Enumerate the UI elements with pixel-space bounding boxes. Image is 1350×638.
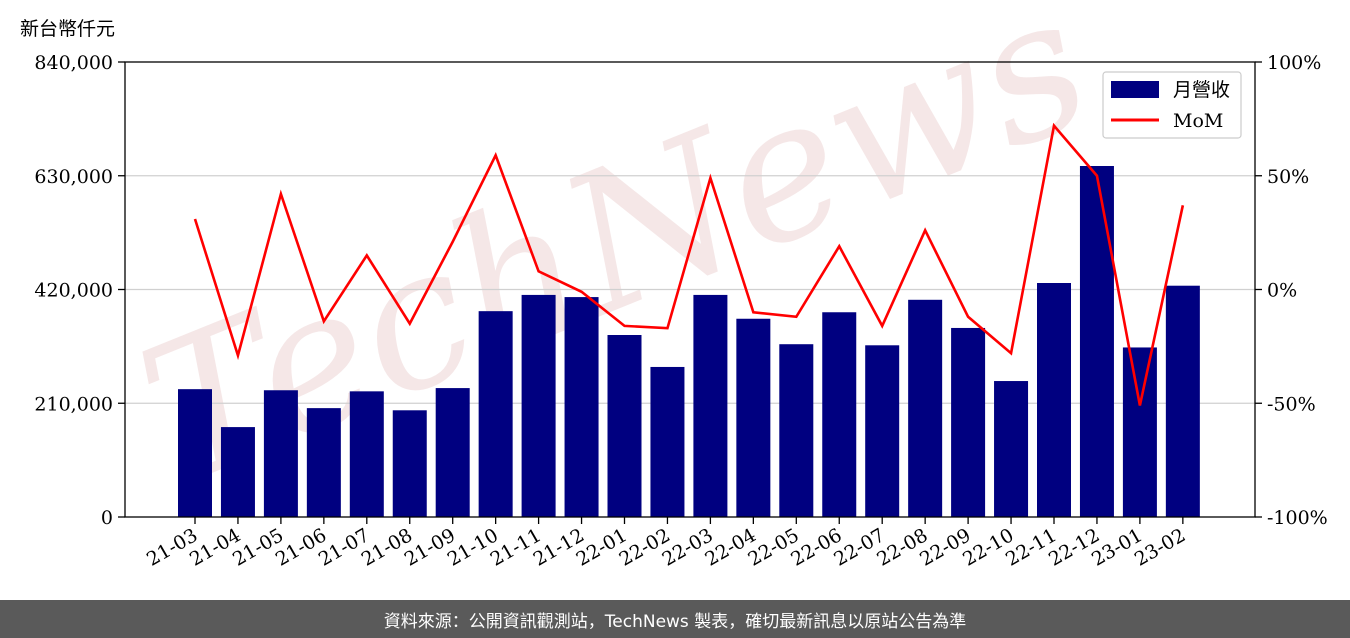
bar-21-10 (478, 311, 513, 517)
bar-21-11 (521, 294, 556, 517)
legend-label-mom: MoM (1173, 110, 1223, 132)
bar-21-03 (178, 389, 212, 517)
bar-22-07 (865, 345, 900, 517)
bar-22-02 (650, 366, 685, 517)
y-left-tick-label: 420,000 (34, 280, 113, 302)
y-right-tick-label: 0% (1267, 280, 1297, 302)
line-layer (193, 122, 1185, 406)
bar-22-06 (822, 312, 857, 517)
bar-21-05 (263, 390, 298, 517)
y-right-tick-label: 50% (1267, 166, 1309, 188)
y-left-tick-label: 840,000 (34, 52, 113, 74)
y-left-tick-label: 210,000 (34, 393, 113, 415)
bar-21-12 (564, 297, 599, 517)
bar-21-07 (349, 391, 384, 517)
source-footer: 資料來源：公開資訊觀測站，TechNews 製表，確切最新訊息以原站公告為準 (0, 600, 1350, 638)
bar-22-01 (607, 335, 642, 517)
bar-22-12 (1079, 166, 1114, 517)
y-right-tick-label: 100% (1267, 52, 1321, 74)
bar-21-08 (392, 410, 427, 517)
bar-21-04 (220, 427, 255, 517)
x-tick-label: 23-02 (1131, 524, 1189, 570)
legend-label-revenue: 月營收 (1173, 79, 1230, 101)
y-axis-unit-label: 新台幣仟元 (20, 18, 116, 40)
bar-23-01 (1122, 347, 1157, 517)
bar-22-08 (908, 299, 943, 517)
legend: 月營收 MoM (1102, 71, 1242, 139)
y-right-tick-label: -50% (1267, 393, 1316, 415)
bar-22-05 (779, 344, 814, 517)
bar-21-06 (306, 408, 341, 517)
bar-21-09 (435, 388, 470, 517)
bar-23-02 (1165, 285, 1200, 517)
y-right-tick-label: -100% (1267, 507, 1328, 529)
bar-22-03 (693, 294, 728, 517)
legend-bar-swatch (1111, 81, 1159, 98)
revenue-chart: TechNews 0210,000420,000630,000840,000-1… (34, 0, 1328, 571)
bar-22-11 (1037, 283, 1071, 517)
bar-layer (178, 166, 1200, 517)
bar-22-04 (736, 318, 771, 517)
bar-22-10 (994, 381, 1029, 517)
bar-22-09 (951, 327, 986, 517)
y-left-tick-label: 0 (101, 507, 113, 529)
footer-text: 資料來源：公開資訊觀測站，TechNews 製表，確切最新訊息以原站公告為準 (383, 611, 967, 632)
y-left-tick-label: 630,000 (34, 166, 113, 188)
chart-area: TechNews 0 210,000 420,000 630,000 840,000 -1… (20, 0, 1328, 571)
mom-line (193, 122, 1185, 406)
